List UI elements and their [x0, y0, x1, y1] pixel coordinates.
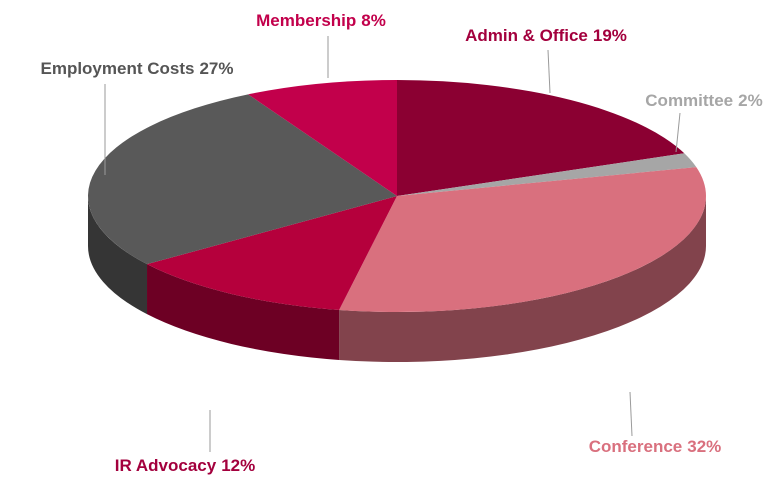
slice — [339, 167, 706, 312]
slice-side — [147, 264, 340, 360]
slice — [397, 80, 685, 196]
category-name: Employment Costs — [40, 59, 194, 78]
slice-side — [88, 196, 148, 315]
leader-line — [547, 49, 551, 94]
category-name: Committee — [645, 91, 733, 110]
slice-label: IR Advocacy 12% — [115, 456, 255, 475]
category-name: Admin & Office — [465, 26, 588, 45]
leader-line — [629, 391, 633, 437]
slice-label: Admin & Office 19% — [465, 26, 627, 45]
slice — [88, 94, 398, 265]
value-label: 27% — [199, 59, 233, 78]
category-name: Conference — [589, 437, 683, 456]
leader-line — [675, 112, 681, 153]
slice — [248, 80, 397, 196]
slice-side — [339, 196, 707, 362]
slice — [397, 153, 697, 196]
slice-label: Conference 32% — [589, 437, 722, 456]
slice-label: Committee 2% — [645, 91, 762, 110]
value-label: 8% — [361, 11, 386, 30]
value-label: 2% — [738, 91, 763, 110]
category-name: IR Advocacy — [115, 456, 217, 475]
value-label: 12% — [221, 456, 255, 475]
value-label: 19% — [593, 26, 627, 45]
slice-label: Membership 8% — [256, 11, 386, 30]
category-name: Membership — [256, 11, 356, 30]
slice — [147, 196, 397, 310]
slice-label: Employment Costs 27% — [40, 59, 233, 78]
value-label: 32% — [687, 437, 721, 456]
